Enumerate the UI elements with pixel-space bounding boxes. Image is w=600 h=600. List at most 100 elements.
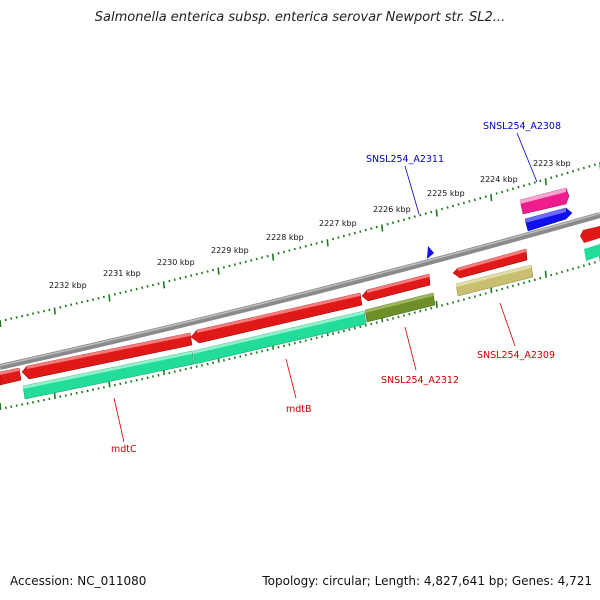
minor-tick [386, 222, 389, 226]
scale-label-2223: 2223 kbp [533, 159, 571, 168]
minor-tick [4, 318, 7, 322]
minor-tick [462, 201, 465, 205]
minor-tick [255, 257, 258, 261]
label-SNSL254_A2311[interactable]: SNSL254_A2311 [366, 154, 444, 165]
minor-tick [64, 304, 67, 308]
marker-SNSL254_A2311[interactable] [427, 246, 434, 259]
minor-tick [211, 268, 215, 272]
minor-tick [168, 279, 171, 283]
label-mdtC[interactable]: mdtC [111, 444, 137, 455]
major-tick [381, 224, 384, 232]
minor-tick [522, 184, 525, 188]
minor-tick [59, 395, 62, 398]
minor-tick [31, 312, 35, 315]
minor-tick [282, 250, 285, 254]
minor-tick [282, 344, 285, 348]
minor-tick [517, 185, 520, 189]
minor-tick [277, 251, 280, 255]
minor-tick [86, 299, 89, 303]
minor-tick [522, 281, 525, 285]
minor-tick [244, 353, 247, 357]
gene-SNSL254_A2308-strip [520, 188, 566, 204]
minor-tick [157, 282, 160, 286]
minor-tick [375, 321, 378, 324]
minor-tick [239, 261, 242, 265]
minor-tick [566, 269, 569, 272]
scale-label-2225: 2225 kbp [427, 189, 465, 198]
major-tick [0, 402, 2, 411]
minor-tick [81, 390, 84, 394]
minor-tick [119, 291, 122, 295]
minor-tick [239, 355, 242, 358]
label-SNSL254_A2309[interactable]: SNSL254_A2309 [477, 350, 555, 361]
minor-tick [571, 267, 575, 271]
major-tick [326, 239, 329, 247]
minor-tick [141, 286, 144, 290]
minor-tick [430, 210, 433, 214]
minor-tick [288, 343, 291, 346]
minor-tick [419, 213, 422, 217]
outer-scale-ticks [0, 162, 600, 328]
minor-tick [211, 361, 215, 365]
gene-mdtC[interactable] [22, 350, 195, 400]
accession-text: Accession: NC_011080 [10, 574, 147, 588]
minor-tick [113, 383, 116, 387]
major-tick [544, 270, 547, 278]
genome-backbone [0, 212, 600, 370]
minor-tick [48, 397, 51, 401]
minor-tick [501, 287, 504, 291]
minor-tick [277, 345, 280, 349]
minor-tick [222, 266, 225, 269]
minor-tick [59, 305, 62, 309]
minor-tick [130, 380, 133, 383]
label-mdtB[interactable]: mdtB [286, 404, 312, 415]
gene-SNSL254_A2312[interactable] [364, 292, 436, 323]
minor-tick [141, 377, 144, 381]
minor-tick [577, 168, 580, 171]
minor-tick [244, 260, 247, 264]
minor-tick [190, 366, 193, 370]
minor-tick [511, 187, 515, 191]
minor-tick [119, 382, 122, 386]
minor-tick [555, 174, 558, 178]
minor-tick [97, 296, 100, 300]
minor-tick [31, 400, 35, 404]
minor-tick [321, 240, 324, 244]
gene-mdtB-strip [193, 311, 364, 354]
minor-tick [179, 369, 182, 372]
minor-tick [206, 362, 209, 366]
minor-tick [337, 236, 340, 239]
minor-tick [81, 300, 84, 304]
minor-tick [151, 283, 155, 287]
minor-tick [561, 270, 564, 274]
minor-tick [304, 244, 307, 248]
label-SNSL254_A2312[interactable]: SNSL254_A2312 [381, 375, 459, 386]
minor-tick [566, 171, 569, 175]
scale-label-2224: 2224 kbp [480, 175, 518, 184]
minor-tick [75, 391, 78, 395]
minor-tick [135, 378, 138, 382]
map-title: Salmonella enterica subsp. enterica sero… [94, 10, 506, 25]
minor-tick [91, 388, 95, 392]
minor-tick [42, 309, 45, 313]
gene-blue-feature-strip [525, 208, 566, 223]
minor-tick [528, 182, 531, 186]
minor-tick [26, 313, 29, 317]
major-tick [544, 178, 547, 186]
minor-tick [441, 207, 444, 211]
minor-tick [501, 190, 504, 194]
label-leaders [113, 132, 538, 443]
major-tick [217, 267, 220, 275]
gene-mdtB-red[interactable] [190, 292, 363, 344]
minor-tick [468, 199, 471, 203]
minor-tick [539, 276, 542, 280]
label-SNSL254_A2308[interactable]: SNSL254_A2308 [483, 121, 561, 132]
minor-tick [517, 283, 520, 286]
minor-tick [135, 287, 138, 291]
minor-tick [348, 328, 351, 331]
gene-red-edge-right [580, 226, 600, 243]
minor-tick [506, 286, 509, 289]
minor-tick [441, 304, 444, 307]
minor-tick [228, 264, 231, 268]
gene-SNSL254_A2308[interactable] [519, 187, 570, 215]
